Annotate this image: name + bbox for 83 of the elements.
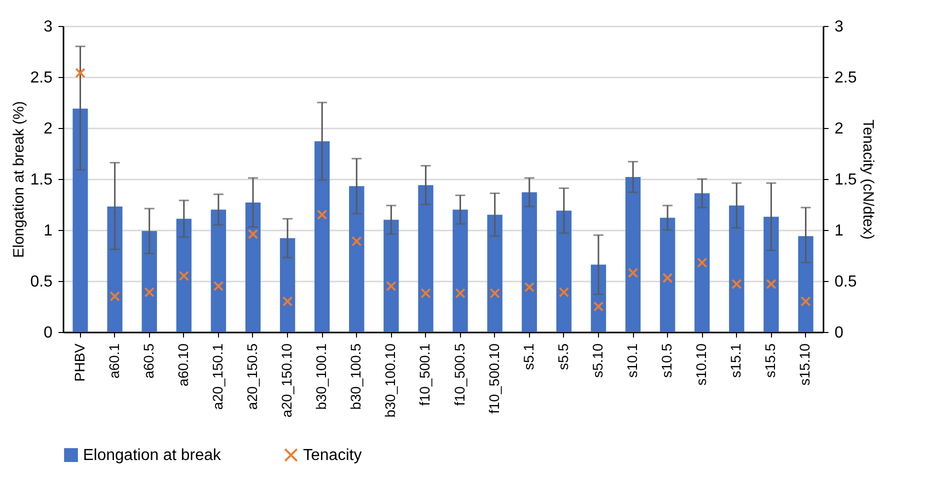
bar [142, 231, 157, 332]
x-tick-label: PHBV [71, 342, 88, 382]
legend-label: Tenacity [303, 447, 362, 464]
x-tick-label: s5.5 [554, 343, 571, 370]
y2-tick-label: 2 [834, 120, 844, 138]
x-tick-label: a20_150.10 [278, 343, 295, 418]
bar [210, 210, 226, 332]
x-tick-label: f10_500.10 [486, 343, 502, 414]
x-tick-label: s10.1 [624, 343, 640, 378]
point [248, 228, 258, 240]
x-tick-label: s15.10 [796, 343, 813, 386]
bar [522, 192, 537, 332]
point [110, 291, 120, 302]
point [213, 280, 224, 292]
x-tick-label: a20_150.5 [244, 343, 260, 410]
point [490, 288, 500, 298]
bar [176, 218, 192, 332]
bar [625, 176, 641, 332]
point [282, 296, 293, 307]
bar [798, 236, 814, 332]
y2-tick-label: 3 [834, 18, 844, 36]
bar [729, 206, 744, 332]
bar [245, 202, 261, 332]
x-tick-label: a60.5 [140, 343, 156, 379]
point [662, 272, 673, 284]
point [351, 236, 362, 246]
bar [487, 214, 502, 332]
point [75, 68, 86, 78]
y-tick-label: 1 [44, 222, 53, 240]
point [800, 296, 811, 307]
x-tick-label: s15.1 [728, 343, 744, 378]
bar [660, 218, 676, 332]
bar [384, 220, 399, 332]
x-tick-label: b30_100.1 [313, 343, 330, 410]
y-tick-label: 0.5 [30, 274, 53, 290]
x-tick-label: b30_100.5 [348, 343, 364, 410]
point [766, 278, 776, 290]
point [628, 268, 638, 278]
y-tick-label: 1.5 [30, 172, 53, 188]
bar [694, 193, 710, 332]
x-tick-label: f10_500.1 [416, 343, 433, 406]
legend-label: Elongation at break [83, 447, 222, 464]
y-tick-label: 2.5 [30, 70, 53, 86]
x-tick-label: a20_150.1 [209, 343, 226, 410]
y-axis-title: Elongation at break (%) [10, 101, 28, 258]
bar [280, 238, 296, 332]
bar [452, 210, 468, 332]
point [455, 288, 466, 298]
bar [72, 108, 88, 332]
y2-axis-title: Tenacity (cN/dtex) [860, 119, 877, 240]
point [420, 288, 431, 298]
bar [764, 216, 779, 332]
point [558, 287, 570, 298]
y-tick-label: 3 [44, 18, 53, 36]
x-tick-label: s15.5 [762, 343, 778, 378]
point [144, 287, 155, 298]
y2-tick-label: 1.5 [834, 172, 857, 188]
bar [349, 186, 364, 332]
y2-tick-label: 0.5 [834, 274, 857, 290]
point [524, 282, 535, 292]
bar [556, 210, 572, 332]
bar [107, 206, 122, 332]
bar [314, 141, 330, 332]
x-tick-label: s5.10 [589, 343, 606, 378]
point [731, 278, 742, 290]
point [593, 301, 604, 312]
x-tick-label: f10_500.5 [451, 343, 468, 406]
y-tick-label: 0 [44, 324, 53, 342]
bar [418, 185, 434, 332]
point [178, 270, 190, 282]
x-tick-label: s10.5 [658, 343, 675, 378]
x-tick-label: a60.1 [106, 343, 122, 379]
y2-tick-label: 2.5 [834, 70, 857, 86]
point [696, 257, 708, 268]
point [316, 210, 328, 220]
y2-tick-label: 0 [834, 324, 844, 342]
x-tick-label: s5.1 [520, 343, 536, 370]
x-tick-label: s10.10 [693, 343, 710, 386]
y2-tick-label: 1 [834, 222, 844, 240]
point [386, 280, 396, 292]
x-tick-label: a60.10 [174, 343, 191, 386]
y-tick-label: 2 [44, 120, 53, 138]
x-tick-label: b30_100.10 [382, 343, 398, 418]
